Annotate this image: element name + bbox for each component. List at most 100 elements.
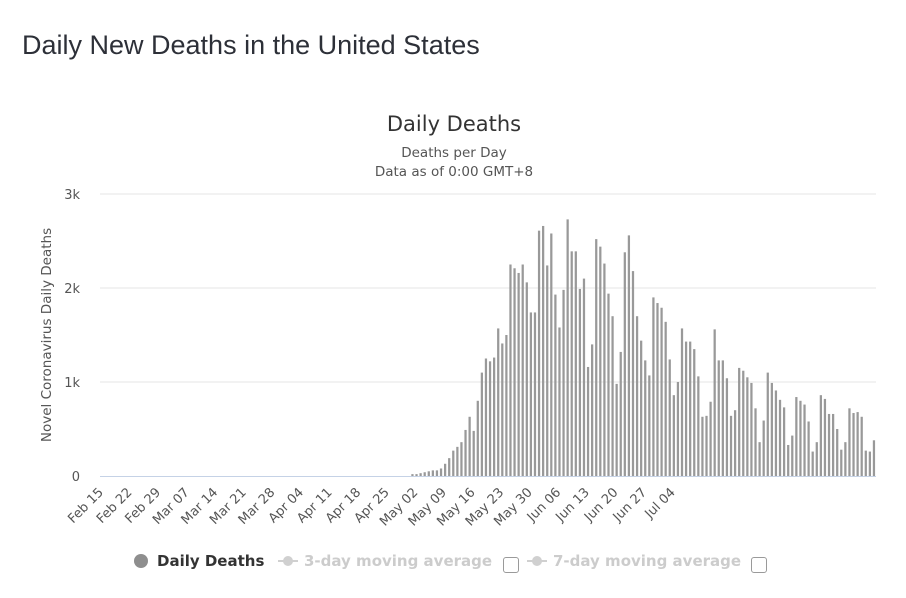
bar [807,421,810,476]
bar [542,225,545,476]
bar [742,370,745,476]
bar [758,442,761,476]
bar [480,372,483,476]
bar [640,340,643,476]
bar [725,378,729,476]
bar [505,335,508,476]
bar [476,400,479,476]
x-tick-label: Jul 04 [642,485,679,522]
bar [546,265,549,476]
bar [729,415,733,476]
bar [599,246,602,476]
bar [627,235,631,476]
bar [864,450,867,476]
toggle-3-day-average-checkbox[interactable] [503,557,519,573]
bar [766,372,769,476]
chart-title: Daily Deaths [387,112,521,136]
bar [827,413,831,476]
bar [615,383,618,476]
bar [558,327,561,476]
bar [823,398,827,476]
bar [484,358,488,476]
bar [746,377,749,476]
bar [799,400,802,476]
bar [570,251,573,476]
bar [844,442,847,476]
legend-marker-7-day-average [527,556,547,566]
bar [488,361,492,476]
bar [680,328,684,476]
bar [591,344,594,476]
bar [652,297,655,476]
toggle-7-day-average-checkbox[interactable] [751,557,767,573]
bar [607,293,610,476]
bar [782,407,786,476]
bar [872,440,876,476]
bar [852,413,855,476]
bar [595,239,598,476]
legend-marker-3-day-average [278,556,298,566]
bar [705,415,708,476]
bar [501,343,504,476]
bar [464,429,467,476]
bar [676,382,680,476]
bar [603,263,606,476]
bar [623,252,626,476]
bar [856,412,859,476]
bar [717,360,720,476]
bar [566,219,569,476]
bar [562,289,565,476]
bar [419,473,422,476]
y-tick-label: 0 [72,470,80,485]
bar [452,450,455,476]
bar [415,474,418,476]
bar [423,472,426,476]
legend-item-3-day-average[interactable]: 3-day moving average [278,552,492,570]
bar [774,390,778,476]
bar [513,268,516,476]
bar [750,382,753,476]
bar [578,288,582,476]
bar [631,271,635,476]
bar [411,474,414,476]
bar [770,382,773,476]
bar [529,312,533,476]
bar [435,470,439,476]
bar [836,429,839,476]
bar [443,463,447,476]
legend-item-7-day-average[interactable]: 7-day moving average [527,552,741,570]
legend-item-daily-deaths[interactable]: Daily Deaths [134,552,264,570]
bar [672,395,675,476]
bar [431,470,434,476]
legend-marker-daily-deaths [134,554,148,568]
bar [791,435,794,476]
legend-label-7-day-average: 7-day moving average [553,552,742,570]
bar [860,416,863,476]
bar [819,395,822,476]
y-tick-label: 2k [64,282,80,297]
bar [762,420,765,476]
bar [472,430,475,476]
bar [803,404,806,476]
bar [554,294,557,476]
bar [537,230,541,476]
bar [689,341,692,476]
bar [656,303,659,476]
legend-label-daily-deaths: Daily Deaths [157,552,265,570]
bar [550,233,553,476]
bar [709,401,712,476]
bar [815,442,818,476]
bar [733,410,737,476]
bar [664,321,667,476]
bar [693,349,696,476]
bar [525,282,528,476]
bar [582,278,586,476]
bar [787,444,790,476]
y-tick-label: 1k [64,376,80,391]
bar [521,264,524,476]
bar [738,367,741,476]
bar [778,399,782,476]
bar [684,341,688,476]
y-axis-label: Novel Coronavirus Daily Deaths [39,228,55,442]
bar [701,416,704,476]
